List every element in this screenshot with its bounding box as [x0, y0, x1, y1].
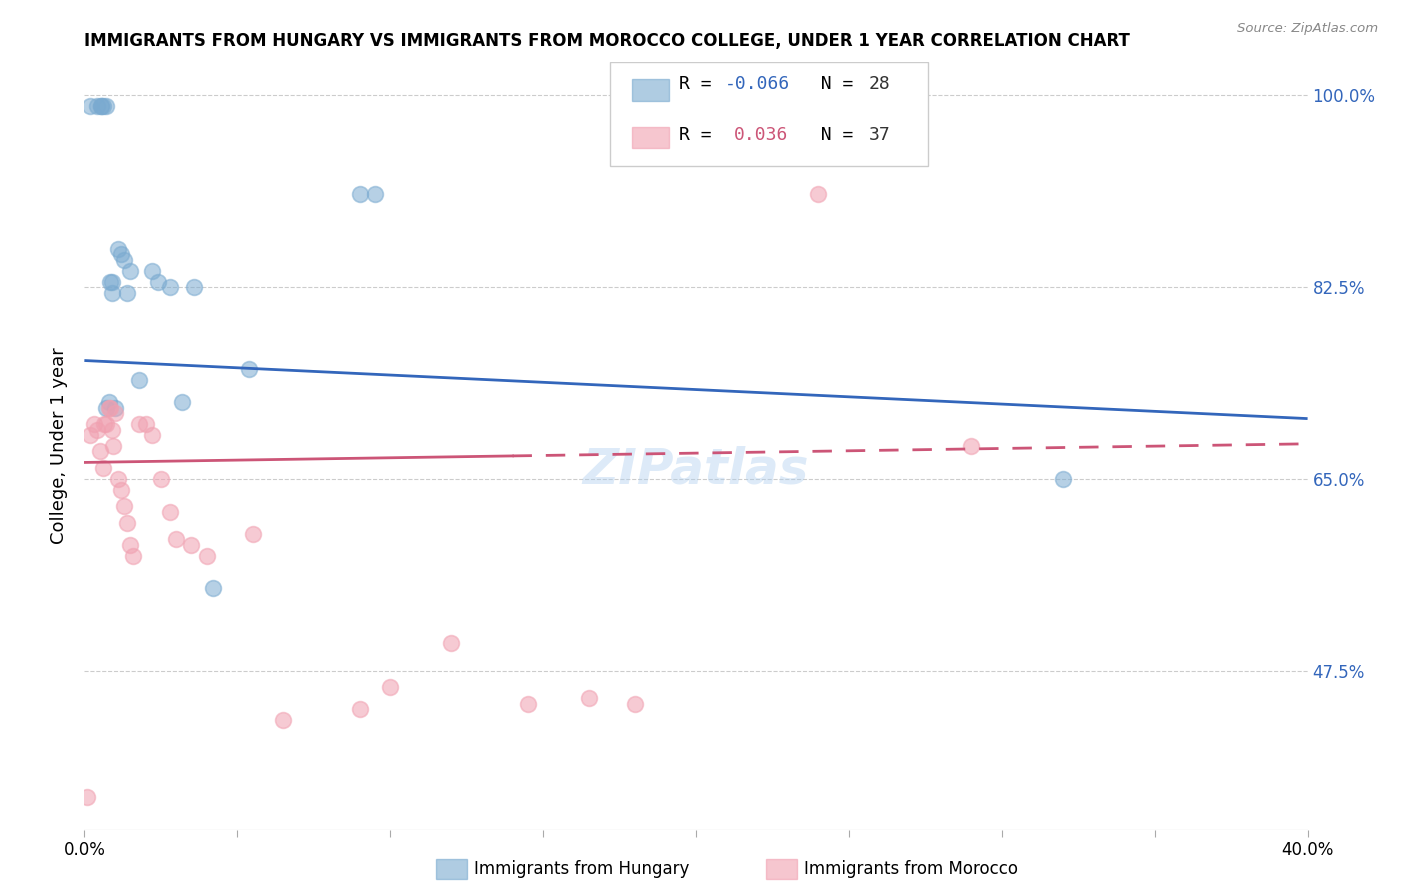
Point	[112, 500, 135, 514]
Text: R =: R =	[679, 75, 723, 93]
Point	[349, 702, 371, 716]
Text: 28: 28	[869, 75, 890, 93]
Point	[79, 99, 101, 113]
Point	[120, 263, 142, 277]
Point	[94, 99, 117, 113]
Point	[101, 285, 124, 300]
Text: 37: 37	[869, 126, 890, 144]
Point	[120, 538, 142, 552]
Point	[97, 395, 120, 409]
Point	[146, 275, 169, 289]
Point	[94, 417, 117, 431]
Point	[91, 99, 114, 113]
Point	[86, 99, 108, 113]
Point	[107, 472, 129, 486]
Point	[104, 406, 127, 420]
Point	[91, 461, 114, 475]
Text: 0.036: 0.036	[734, 126, 789, 144]
Point	[79, 428, 101, 442]
Point	[271, 713, 294, 727]
Point	[242, 526, 264, 541]
Point	[110, 247, 132, 261]
Text: Immigrants from Hungary: Immigrants from Hungary	[474, 860, 689, 878]
Point	[104, 401, 127, 415]
Point	[172, 395, 194, 409]
Point	[128, 373, 150, 387]
Point	[238, 362, 260, 376]
Point	[380, 680, 402, 694]
Point	[115, 285, 138, 300]
Point	[112, 252, 135, 267]
Bar	[633, 79, 669, 101]
Text: ZIPatlas: ZIPatlas	[582, 445, 810, 493]
Point	[86, 423, 108, 437]
Text: Immigrants from Morocco: Immigrants from Morocco	[804, 860, 1018, 878]
Point	[180, 538, 202, 552]
Point	[807, 186, 830, 201]
Point	[94, 401, 117, 415]
FancyBboxPatch shape	[610, 62, 928, 166]
Point	[195, 549, 218, 563]
Point	[128, 417, 150, 431]
Point	[141, 263, 163, 277]
Point	[624, 697, 647, 711]
Point	[110, 483, 132, 497]
Point	[159, 280, 181, 294]
Point	[516, 697, 538, 711]
Point	[149, 472, 172, 486]
Text: N =: N =	[799, 126, 863, 144]
Text: IMMIGRANTS FROM HUNGARY VS IMMIGRANTS FROM MOROCCO COLLEGE, UNDER 1 YEAR CORRELA: IMMIGRANTS FROM HUNGARY VS IMMIGRANTS FR…	[84, 32, 1130, 50]
Bar	[633, 127, 669, 148]
Point	[98, 275, 121, 289]
Point	[159, 505, 181, 519]
Point	[1052, 472, 1074, 486]
Point	[141, 428, 163, 442]
Y-axis label: College, Under 1 year: College, Under 1 year	[51, 348, 69, 544]
Point	[364, 186, 387, 201]
Point	[201, 582, 224, 596]
Text: R =: R =	[679, 126, 733, 144]
Point	[349, 186, 371, 201]
Point	[83, 417, 105, 431]
Point	[97, 401, 120, 415]
Point	[90, 99, 112, 113]
Point	[165, 532, 187, 546]
Point	[578, 691, 600, 706]
Text: -0.066: -0.066	[725, 75, 790, 93]
Point	[107, 242, 129, 256]
Point	[89, 444, 111, 458]
Point	[440, 636, 463, 650]
Point	[183, 280, 205, 294]
Point	[960, 439, 983, 453]
Point	[98, 401, 121, 415]
Text: Source: ZipAtlas.com: Source: ZipAtlas.com	[1237, 22, 1378, 36]
Point	[90, 99, 112, 113]
Point	[122, 549, 145, 563]
Point	[101, 275, 124, 289]
Point	[93, 417, 115, 431]
Point	[76, 789, 98, 804]
Point	[103, 439, 125, 453]
Point	[101, 423, 124, 437]
Point	[135, 417, 157, 431]
Point	[115, 516, 138, 530]
Text: N =: N =	[799, 75, 863, 93]
